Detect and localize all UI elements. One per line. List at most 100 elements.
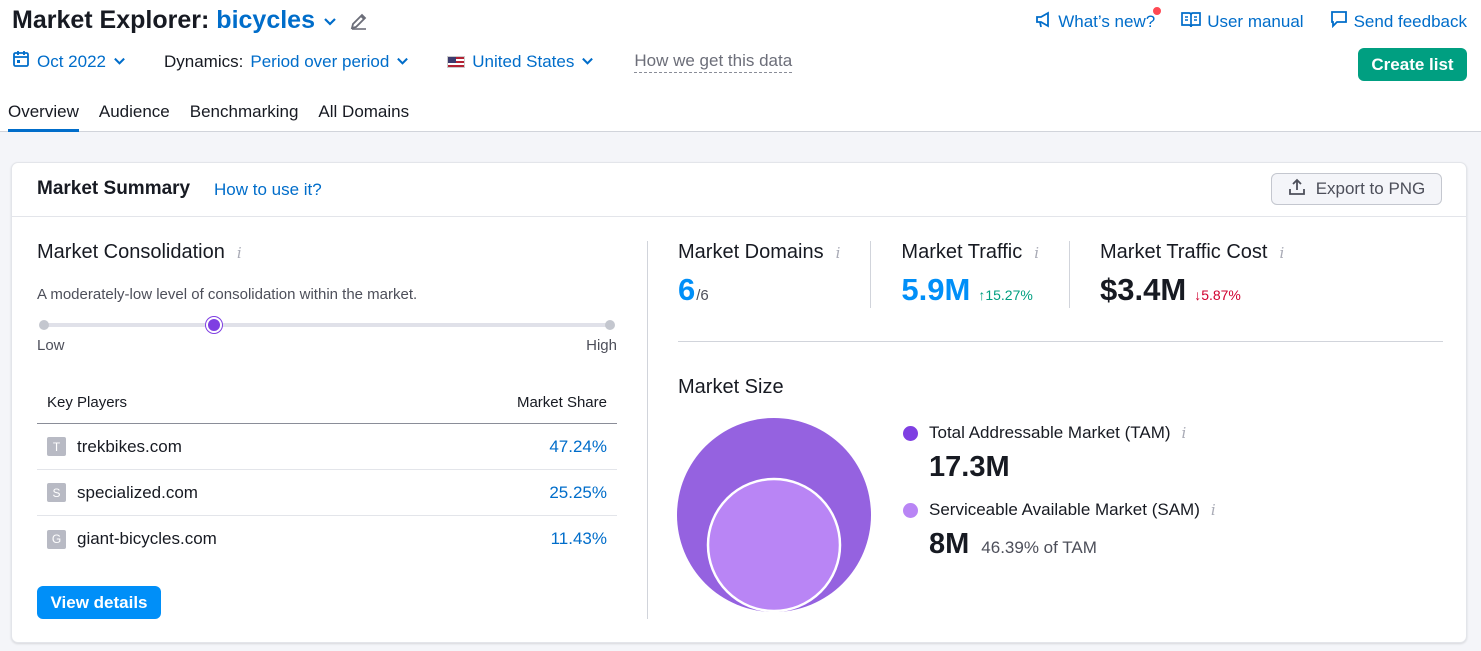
market-size-legend: Total Addressable Market (TAM) i 17.3M S… (903, 423, 1216, 577)
book-icon (1181, 11, 1202, 33)
tam-label: Total Addressable Market (TAM) (929, 423, 1171, 442)
metric-label: Market Domains (678, 241, 824, 263)
key-players-table: T trekbikes.com 47.24% S specialized.com… (37, 424, 617, 562)
info-icon[interactable]: i (1210, 501, 1216, 519)
top-header: Market Explorer: bicycles What’s new? Us… (0, 0, 1481, 132)
tab-all-domains[interactable]: All Domains (318, 102, 410, 121)
filter-bar: Oct 2022 Dynamics: Period over period Un… (12, 50, 793, 73)
domain-name[interactable]: specialized.com (77, 482, 198, 502)
scale-track (43, 323, 611, 327)
sam-value: 8M (929, 528, 970, 560)
market-share-value: 47.24% (549, 436, 607, 456)
horizontal-divider (678, 341, 1443, 342)
sam-color-dot (903, 502, 918, 518)
favicon-icon: G (47, 529, 66, 549)
info-icon[interactable]: i (1034, 243, 1040, 262)
pencil-icon[interactable] (349, 11, 369, 31)
metric-label: Market Traffic (901, 241, 1023, 263)
create-list-button[interactable]: Create list (1358, 48, 1467, 81)
page-title: Market Explorer: bicycles (12, 6, 369, 35)
card-title: Market Summary (37, 178, 191, 199)
top-links: What’s new? User manual Send feedback (1035, 5, 1467, 33)
card-header: Market Summary How to use it? Export to … (12, 163, 1466, 217)
cost-value: $3.4M (1100, 272, 1187, 307)
info-icon[interactable]: i (1181, 424, 1187, 442)
chevron-down-icon (581, 52, 594, 72)
keyword-selector[interactable]: bicycles (216, 6, 315, 34)
market-traffic-metric: Market Traffic i 5.9M ↑15.27% (870, 241, 1069, 308)
chevron-down-icon (396, 52, 409, 72)
scale-marker (206, 317, 223, 333)
export-png-button[interactable]: Export to PNG (1271, 173, 1442, 205)
user-manual-label: User manual (1207, 11, 1304, 31)
tam-color-dot (903, 425, 918, 441)
info-icon[interactable]: i (1279, 243, 1285, 262)
dynamics-filter[interactable]: Dynamics: Period over period (164, 52, 409, 72)
scale-end-dot (605, 320, 615, 330)
tab-bar: Overview Audience Benchmarking All Domai… (8, 102, 409, 132)
vertical-divider (647, 241, 648, 619)
domain-name[interactable]: trekbikes.com (77, 436, 182, 456)
traffic-delta: ↑15.27% (978, 287, 1033, 303)
whats-new-label: What’s new? (1058, 11, 1156, 31)
market-size-chart (677, 417, 877, 622)
table-row: S specialized.com 25.25% (37, 470, 617, 516)
consolidation-title: Market Consolidation (37, 241, 225, 263)
chevron-down-icon[interactable] (323, 14, 337, 28)
key-players-header: Key Players Market Share (37, 394, 617, 424)
favicon-icon: T (47, 437, 66, 456)
arrow-down-icon: ↓ (1194, 287, 1202, 303)
consolidation-scale (37, 315, 617, 335)
metric-label: Market Traffic Cost (1100, 241, 1268, 263)
tab-benchmarking[interactable]: Benchmarking (189, 102, 299, 121)
traffic-value[interactable]: 5.9M (901, 272, 971, 307)
user-manual-link[interactable]: User manual (1181, 10, 1304, 33)
scale-start-dot (39, 320, 49, 330)
view-details-button[interactable]: View details (37, 586, 161, 619)
tam-legend-item: Total Addressable Market (TAM) i (903, 423, 1216, 443)
date-filter[interactable]: Oct 2022 (12, 50, 126, 73)
market-share-value: 25.25% (549, 482, 607, 502)
market-size-title: Market Size (678, 376, 784, 398)
tab-audience[interactable]: Audience (98, 102, 170, 121)
sam-pct-of-tam: 46.39% of TAM (981, 538, 1097, 557)
arrow-up-icon: ↑ (978, 287, 986, 303)
market-traffic-cost-metric: Market Traffic Cost i $3.4M ↓5.87% (1069, 241, 1314, 308)
consolidation-section: Market Consolidation i A moderately-low … (37, 241, 617, 562)
scale-labels: Low High (37, 337, 617, 354)
tab-overview[interactable]: Overview (8, 102, 79, 132)
info-icon[interactable]: i (835, 243, 841, 262)
domains-value[interactable]: 6 (678, 272, 696, 307)
sam-value-row: 8M 46.39% of TAM (929, 528, 1216, 561)
domain-name[interactable]: giant-bicycles.com (77, 529, 217, 548)
whats-new-link[interactable]: What’s new? (1035, 5, 1164, 33)
market-domains-metric: Market Domains i 6 /6 (678, 241, 870, 308)
tam-value: 17.3M (929, 451, 1010, 483)
chevron-down-icon (113, 52, 126, 72)
market-summary-card: Market Summary How to use it? Export to … (11, 162, 1467, 643)
how-to-use-link[interactable]: How to use it? (214, 180, 322, 199)
export-label: Export to PNG (1315, 179, 1426, 198)
megaphone-icon (1035, 10, 1052, 33)
market-share-value: 11.43% (550, 529, 607, 548)
metrics-row: Market Domains i 6 /6 Market Traffic i 5… (678, 241, 1314, 308)
sam-circle (706, 477, 842, 613)
title-prefix: Market Explorer: (12, 6, 210, 34)
dynamics-label: Dynamics: (164, 51, 244, 71)
dynamics-value: Period over period (250, 51, 390, 71)
country-filter[interactable]: United States (447, 52, 594, 72)
market-share-column: Market Share (516, 394, 607, 411)
cost-delta: ↓5.87% (1194, 287, 1241, 303)
domains-total: /6 (696, 287, 709, 304)
send-feedback-link[interactable]: Send feedback (1330, 10, 1467, 33)
consolidation-description: A moderately-low level of consolidation … (37, 286, 418, 303)
favicon-icon: S (47, 483, 66, 502)
info-icon[interactable]: i (236, 243, 242, 262)
scale-low-label: Low (37, 337, 65, 354)
calendar-icon (12, 50, 30, 73)
table-row: T trekbikes.com 47.24% (37, 424, 617, 470)
feedback-icon (1330, 10, 1348, 33)
how-we-get-data-link[interactable]: How we get this data (634, 51, 793, 73)
country-value: United States (472, 51, 575, 71)
sam-label: Serviceable Available Market (SAM) (929, 500, 1200, 519)
